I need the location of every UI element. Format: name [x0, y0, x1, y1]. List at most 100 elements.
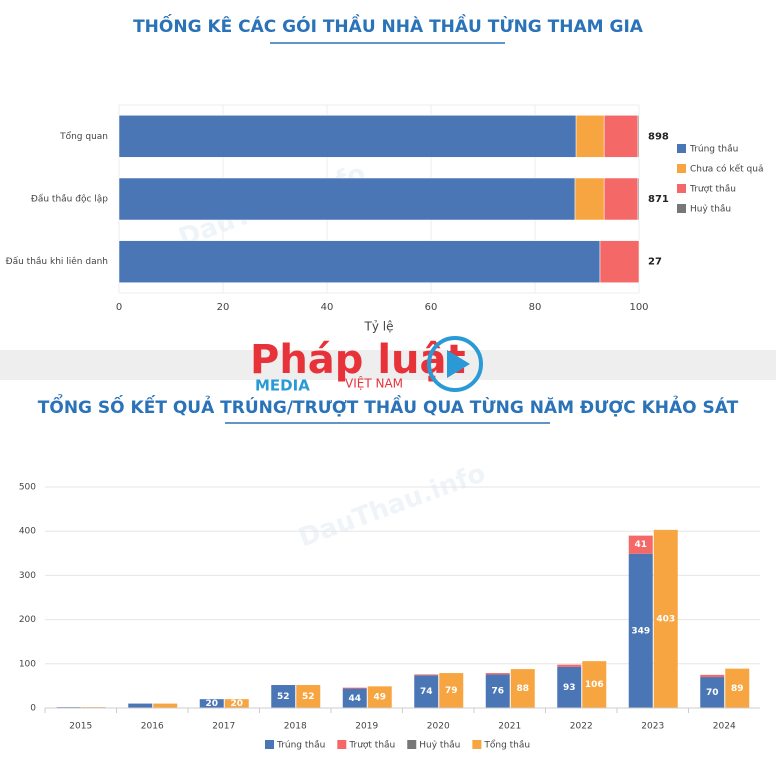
legend-swatch — [677, 184, 686, 193]
data-label: 70 — [706, 688, 719, 698]
data-label: 52 — [302, 692, 315, 702]
data-label: 44 — [348, 694, 361, 704]
bar-segment — [439, 673, 464, 708]
bar-segment — [414, 675, 439, 708]
legend-label: Chưa có kết quả — [690, 164, 763, 175]
bar-segment — [296, 685, 321, 708]
bar-segment — [342, 688, 367, 708]
data-label: 93 — [563, 683, 576, 693]
data-label: 79 — [445, 686, 458, 696]
bar-segment — [342, 687, 367, 689]
x-tick-label: 2024 — [713, 722, 736, 732]
bar-segment — [271, 685, 296, 708]
legend-label: Tổng thầu — [483, 740, 530, 751]
total-label: 871 — [648, 194, 669, 205]
x-tick-label: 2019 — [355, 722, 378, 732]
bar-segment — [575, 115, 605, 158]
legend-label: Huỷ thầu — [419, 740, 460, 751]
bar-segment — [557, 666, 582, 708]
x-tick-label: 2020 — [427, 722, 450, 732]
bar-segment — [628, 553, 653, 708]
data-label: 49 — [373, 693, 386, 703]
chart-title: TỔNG SỐ KẾT QUẢ TRÚNG/TRƯỢT THẦU QUA TỪN… — [38, 393, 739, 418]
y-tick-label: 200 — [19, 615, 36, 625]
y-tick-label: 300 — [19, 571, 36, 581]
bar-segment — [153, 703, 178, 708]
legend-swatch — [265, 740, 274, 749]
total-label: 27 — [648, 257, 662, 268]
data-label: 106 — [585, 680, 604, 690]
legend-swatch — [337, 740, 347, 749]
bar-segment — [118, 177, 576, 221]
legend-swatch — [677, 204, 686, 213]
bar-segment — [653, 529, 678, 708]
bar-segment — [128, 703, 153, 708]
x-tick-label: 20 — [217, 302, 230, 313]
x-tick-label: 0 — [116, 302, 122, 313]
x-tick-label: 2017 — [212, 722, 235, 732]
bar-segment — [603, 177, 639, 221]
y-tick-label: 100 — [19, 659, 36, 669]
legend-swatch — [407, 740, 417, 749]
x-tick-label: 2016 — [141, 722, 164, 732]
legend-swatch — [677, 164, 686, 173]
bar-segment — [118, 115, 577, 158]
legend-swatch — [677, 144, 686, 153]
x-tick-label: 2023 — [641, 722, 664, 732]
logo: Pháp luật MEDIA VIỆT NAM — [250, 336, 483, 395]
panel — [0, 0, 776, 350]
legend-label: Huỷ thầu — [690, 204, 731, 215]
bar-segment — [224, 699, 249, 708]
data-label: 76 — [491, 687, 504, 697]
bar-segment — [603, 115, 639, 158]
y-tick-label: 400 — [19, 527, 36, 537]
bar-segment — [700, 674, 725, 678]
bar-segment — [485, 673, 510, 675]
legend-swatch — [472, 740, 482, 749]
legend-label: Trượt thầu — [689, 184, 736, 195]
x-tick-label: 40 — [321, 302, 334, 313]
y-tick-label: 0 — [30, 704, 36, 714]
x-tick-label: 60 — [425, 302, 438, 313]
legend-label: Trúng thầu — [276, 740, 325, 751]
data-label: 52 — [277, 692, 290, 702]
x-tick-label: 2021 — [498, 722, 521, 732]
bar-segment — [700, 677, 725, 708]
bar-segment — [367, 686, 392, 708]
logo-ring — [427, 336, 483, 392]
legend-label: Trượt thầu — [348, 740, 395, 751]
logo-media: MEDIA — [255, 377, 310, 395]
data-label: 41 — [634, 540, 647, 550]
logo-country: VIỆT NAM — [345, 376, 403, 391]
total-label: 898 — [648, 131, 669, 142]
bar-segment — [637, 177, 640, 221]
data-label: 349 — [631, 626, 650, 636]
data-label: 88 — [516, 684, 529, 694]
x-tick-label: 100 — [629, 302, 648, 313]
bar-segment — [582, 661, 607, 708]
data-label: 20 — [205, 699, 218, 709]
data-label: 89 — [731, 684, 744, 694]
x-tick-label: 2018 — [284, 722, 307, 732]
legend-label: Trúng thầu — [689, 144, 738, 155]
y-tick-label: Đấu thầu độc lập — [31, 194, 108, 205]
bar-segment — [725, 668, 750, 708]
x-tick-label: 2022 — [570, 722, 593, 732]
bar-segment — [574, 177, 605, 221]
logo-play — [447, 350, 470, 378]
y-tick-label: 500 — [19, 483, 36, 493]
bar-segment — [510, 669, 535, 708]
data-label: 403 — [656, 614, 675, 624]
bar-segment — [628, 535, 653, 554]
x-axis-label: Tỷ lệ — [364, 320, 394, 334]
chart-title: THỐNG KÊ CÁC GÓI THẦU NHÀ THẦU TỪNG THAM… — [133, 13, 644, 37]
bar-segment — [599, 240, 640, 283]
bar-segment — [637, 115, 640, 158]
bar-segment — [414, 674, 439, 676]
y-tick-label: Tổng quan — [59, 131, 108, 142]
data-label: 20 — [230, 699, 243, 709]
x-tick-label: 2015 — [69, 722, 92, 732]
y-tick-label: Đấu thầu khi liên danh — [6, 256, 108, 267]
